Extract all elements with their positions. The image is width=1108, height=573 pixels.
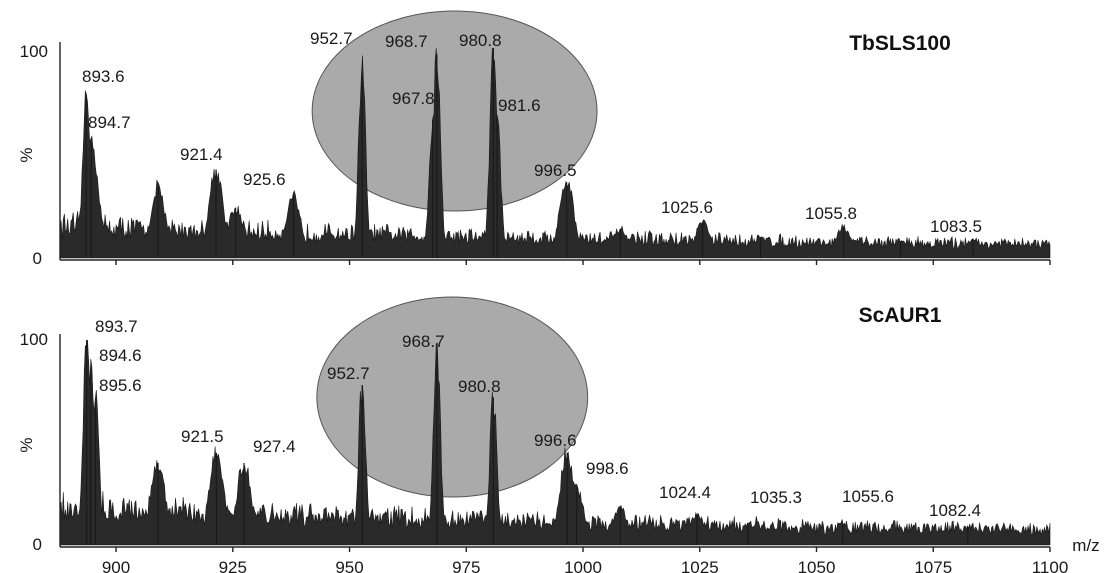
x-tick-label: 900	[102, 558, 130, 573]
peak-label: 996.5	[534, 161, 577, 180]
peak-label: 996.6	[534, 431, 577, 450]
peak-label: 927.4	[253, 437, 296, 456]
peak-label: 1055.8	[805, 204, 857, 223]
x-tick-label: 1000	[564, 558, 602, 573]
peak-label: 952.7	[327, 364, 370, 383]
peak-label: 968.7	[402, 332, 445, 351]
peak-label: 1025.6	[661, 198, 713, 217]
x-axis-label: m/z	[1072, 536, 1099, 555]
y-tick-label-100: 100	[20, 330, 48, 349]
panel-title: TbSLS100	[849, 32, 951, 55]
peak-label: 1082.4	[929, 501, 981, 520]
x-tick-label: 925	[219, 558, 247, 573]
peak-label: 981.6	[498, 96, 541, 115]
peak-label: 967.8	[392, 89, 435, 108]
peak-label: 980.8	[458, 377, 501, 396]
y-axis-label: %	[17, 147, 36, 162]
peak-label: 893.6	[82, 67, 125, 86]
spectrum-trace	[59, 339, 1051, 546]
x-tick-label: 975	[452, 558, 480, 573]
x-tick-label: 950	[335, 558, 363, 573]
peak-label: 894.7	[88, 113, 131, 132]
spectrum-panel-scaur1: 0 100% 900 925 950 975 1000 1025 1050 1075 1100m/z…	[17, 296, 1100, 573]
peak-label: 1024.4	[659, 483, 711, 502]
peak-label: 894.6	[99, 346, 142, 365]
y-tick-label-0: 0	[33, 249, 42, 268]
x-tick-label: 1075	[914, 558, 952, 573]
peak-label: 1035.3	[750, 488, 802, 507]
x-tick-label: 1050	[798, 558, 836, 573]
peak-label: 968.7	[385, 32, 428, 51]
peak-label: 921.4	[180, 145, 223, 164]
spectrum-trace	[59, 47, 1051, 259]
highlight-ellipse	[316, 296, 589, 498]
panel-title: ScAUR1	[859, 304, 942, 327]
spectrum-panel-tbsls100: 0 100% TbSLS100 893.6 894.7 921.4 925.6 952.7 96…	[17, 10, 1051, 268]
highlight-ellipse	[311, 10, 598, 212]
peak-label: 952.7	[310, 29, 353, 48]
peak-label: 895.6	[99, 376, 142, 395]
y-tick-label-100: 100	[20, 42, 48, 61]
peak-label: 893.7	[95, 317, 138, 336]
peak-label: 921.5	[181, 427, 224, 446]
x-tick-label: 1025	[681, 558, 719, 573]
x-tick-label: 1100	[1032, 558, 1069, 573]
peak-label: 925.6	[243, 170, 286, 189]
y-axis-label: %	[17, 437, 36, 452]
peak-label: 980.8	[459, 31, 502, 50]
peak-label: 998.6	[586, 459, 629, 478]
peak-label: 1083.5	[930, 217, 982, 236]
peak-label: 1055.6	[842, 487, 894, 506]
y-tick-label-0: 0	[33, 535, 42, 554]
